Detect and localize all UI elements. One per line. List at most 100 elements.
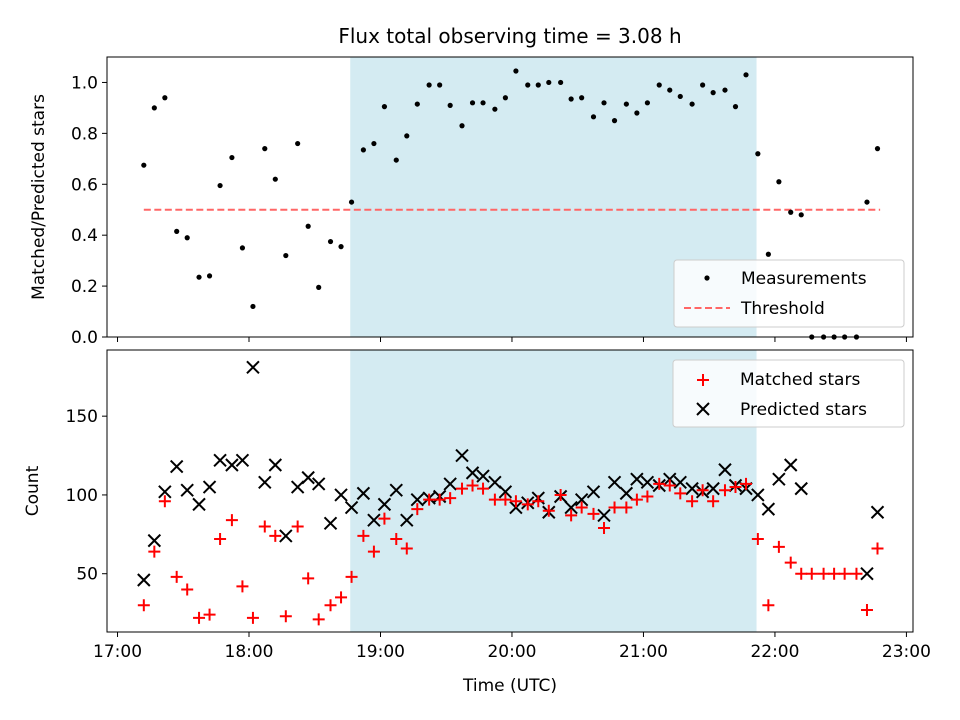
ratio-marks — [141, 68, 881, 340]
predicted-point — [169, 459, 184, 474]
predicted-point — [158, 485, 172, 499]
measurement-point — [272, 176, 278, 182]
figure-title: Flux total observing time = 3.08 h — [338, 24, 681, 48]
measurement-point — [447, 102, 453, 108]
measurement-point — [426, 82, 432, 88]
matched-point — [258, 520, 271, 533]
legend-matched-marker — [697, 374, 709, 386]
count-marks — [137, 360, 885, 626]
predicted-point — [619, 486, 634, 501]
measurement-point — [381, 104, 388, 110]
matched-point — [871, 542, 884, 555]
predicted-point — [663, 472, 677, 486]
matched-point — [795, 567, 808, 580]
measurement-point — [513, 68, 519, 74]
y-tick-label: 0.6 — [71, 175, 98, 195]
predicted-point — [498, 485, 513, 499]
predicted-point — [323, 516, 338, 531]
predicted-point — [258, 475, 272, 490]
matched-point — [456, 482, 469, 495]
predicted-point — [860, 567, 874, 581]
matched-point — [214, 533, 227, 546]
predicted-point — [574, 492, 589, 507]
ratio-panel: 0.0 0.2 0.4 0.6 0.8 1.0 Matched/Predicted sta… — [29, 56, 914, 348]
matched-point — [663, 479, 676, 492]
matched-point — [696, 484, 709, 497]
ratio-x-ticks — [117, 337, 907, 342]
measurement-point — [568, 96, 574, 102]
matched-point — [269, 529, 282, 542]
legend-predicted-label: Predicted stars — [740, 400, 867, 420]
predicted-point — [400, 513, 414, 527]
predicted-point — [246, 360, 260, 375]
measurement-point — [262, 146, 268, 152]
legend-matched-label: Matched stars — [740, 370, 860, 390]
matched-point — [850, 567, 863, 580]
x-tick-label: 23:00 — [882, 642, 931, 662]
matched-point — [554, 488, 567, 501]
predicted-point — [597, 508, 611, 523]
measurement-point — [732, 104, 739, 110]
matched-point — [444, 492, 457, 505]
measurement-point — [776, 179, 782, 185]
matched-point — [181, 583, 194, 596]
matched-point — [302, 572, 315, 585]
predicted-point — [706, 481, 720, 496]
y-tick-label: 0.8 — [71, 124, 98, 144]
matched-point — [423, 493, 436, 506]
measurement-point — [338, 244, 344, 250]
measurement-point — [558, 79, 564, 86]
measurement-point — [798, 212, 804, 218]
predicted-point — [137, 573, 151, 587]
measurement-point — [360, 147, 366, 153]
measurement-point — [404, 133, 410, 139]
y-tick-label: 50 — [76, 565, 98, 585]
measurement-point — [579, 95, 585, 101]
predicted-point — [279, 529, 293, 543]
y-tick-label: 0.0 — [71, 328, 98, 348]
predicted-point — [761, 502, 776, 516]
measurement-point — [283, 252, 289, 259]
matched-point — [291, 520, 304, 533]
matched-point — [433, 493, 446, 506]
predicted-point — [465, 466, 480, 480]
matched-point — [653, 477, 666, 490]
matched-point — [411, 503, 424, 516]
x-tick-label: 19:00 — [356, 642, 405, 662]
matched-point — [598, 522, 611, 535]
matched-point — [707, 495, 720, 508]
matched-point — [499, 493, 512, 506]
x-tick-label: 20:00 — [487, 642, 536, 662]
matched-point — [521, 498, 534, 511]
predicted-point — [751, 488, 765, 502]
predicted-point — [344, 500, 359, 515]
count-legend: Matched stars Predicted stars — [672, 359, 905, 428]
matched-point — [772, 540, 785, 553]
matched-point — [620, 501, 633, 514]
matched-point — [357, 529, 370, 542]
predicted-point — [235, 453, 250, 467]
legend-measurements-label: Measurements — [741, 269, 867, 289]
measurement-point — [196, 274, 202, 280]
predicted-point — [509, 500, 523, 515]
predicted-point — [685, 481, 699, 496]
predicted-point — [794, 481, 808, 496]
predicted-point — [607, 475, 622, 490]
y-tick-label: 0.4 — [71, 226, 98, 246]
measurement-point — [743, 72, 749, 78]
matched-point — [137, 599, 150, 612]
matched-point — [805, 567, 818, 580]
matched-point — [345, 570, 358, 583]
matched-point — [170, 570, 183, 583]
count-y-axis-label: Count — [23, 465, 43, 516]
matched-point — [860, 603, 873, 616]
predicted-point — [225, 458, 239, 472]
predicted-point — [476, 469, 490, 483]
matched-point — [587, 507, 600, 520]
predicted-point — [311, 477, 326, 491]
measurement-point — [611, 118, 618, 124]
measurement-point — [162, 95, 168, 101]
count-y-ticks: 50 100 150 — [66, 407, 107, 585]
matched-point — [466, 479, 479, 492]
measurement-point — [414, 101, 420, 107]
